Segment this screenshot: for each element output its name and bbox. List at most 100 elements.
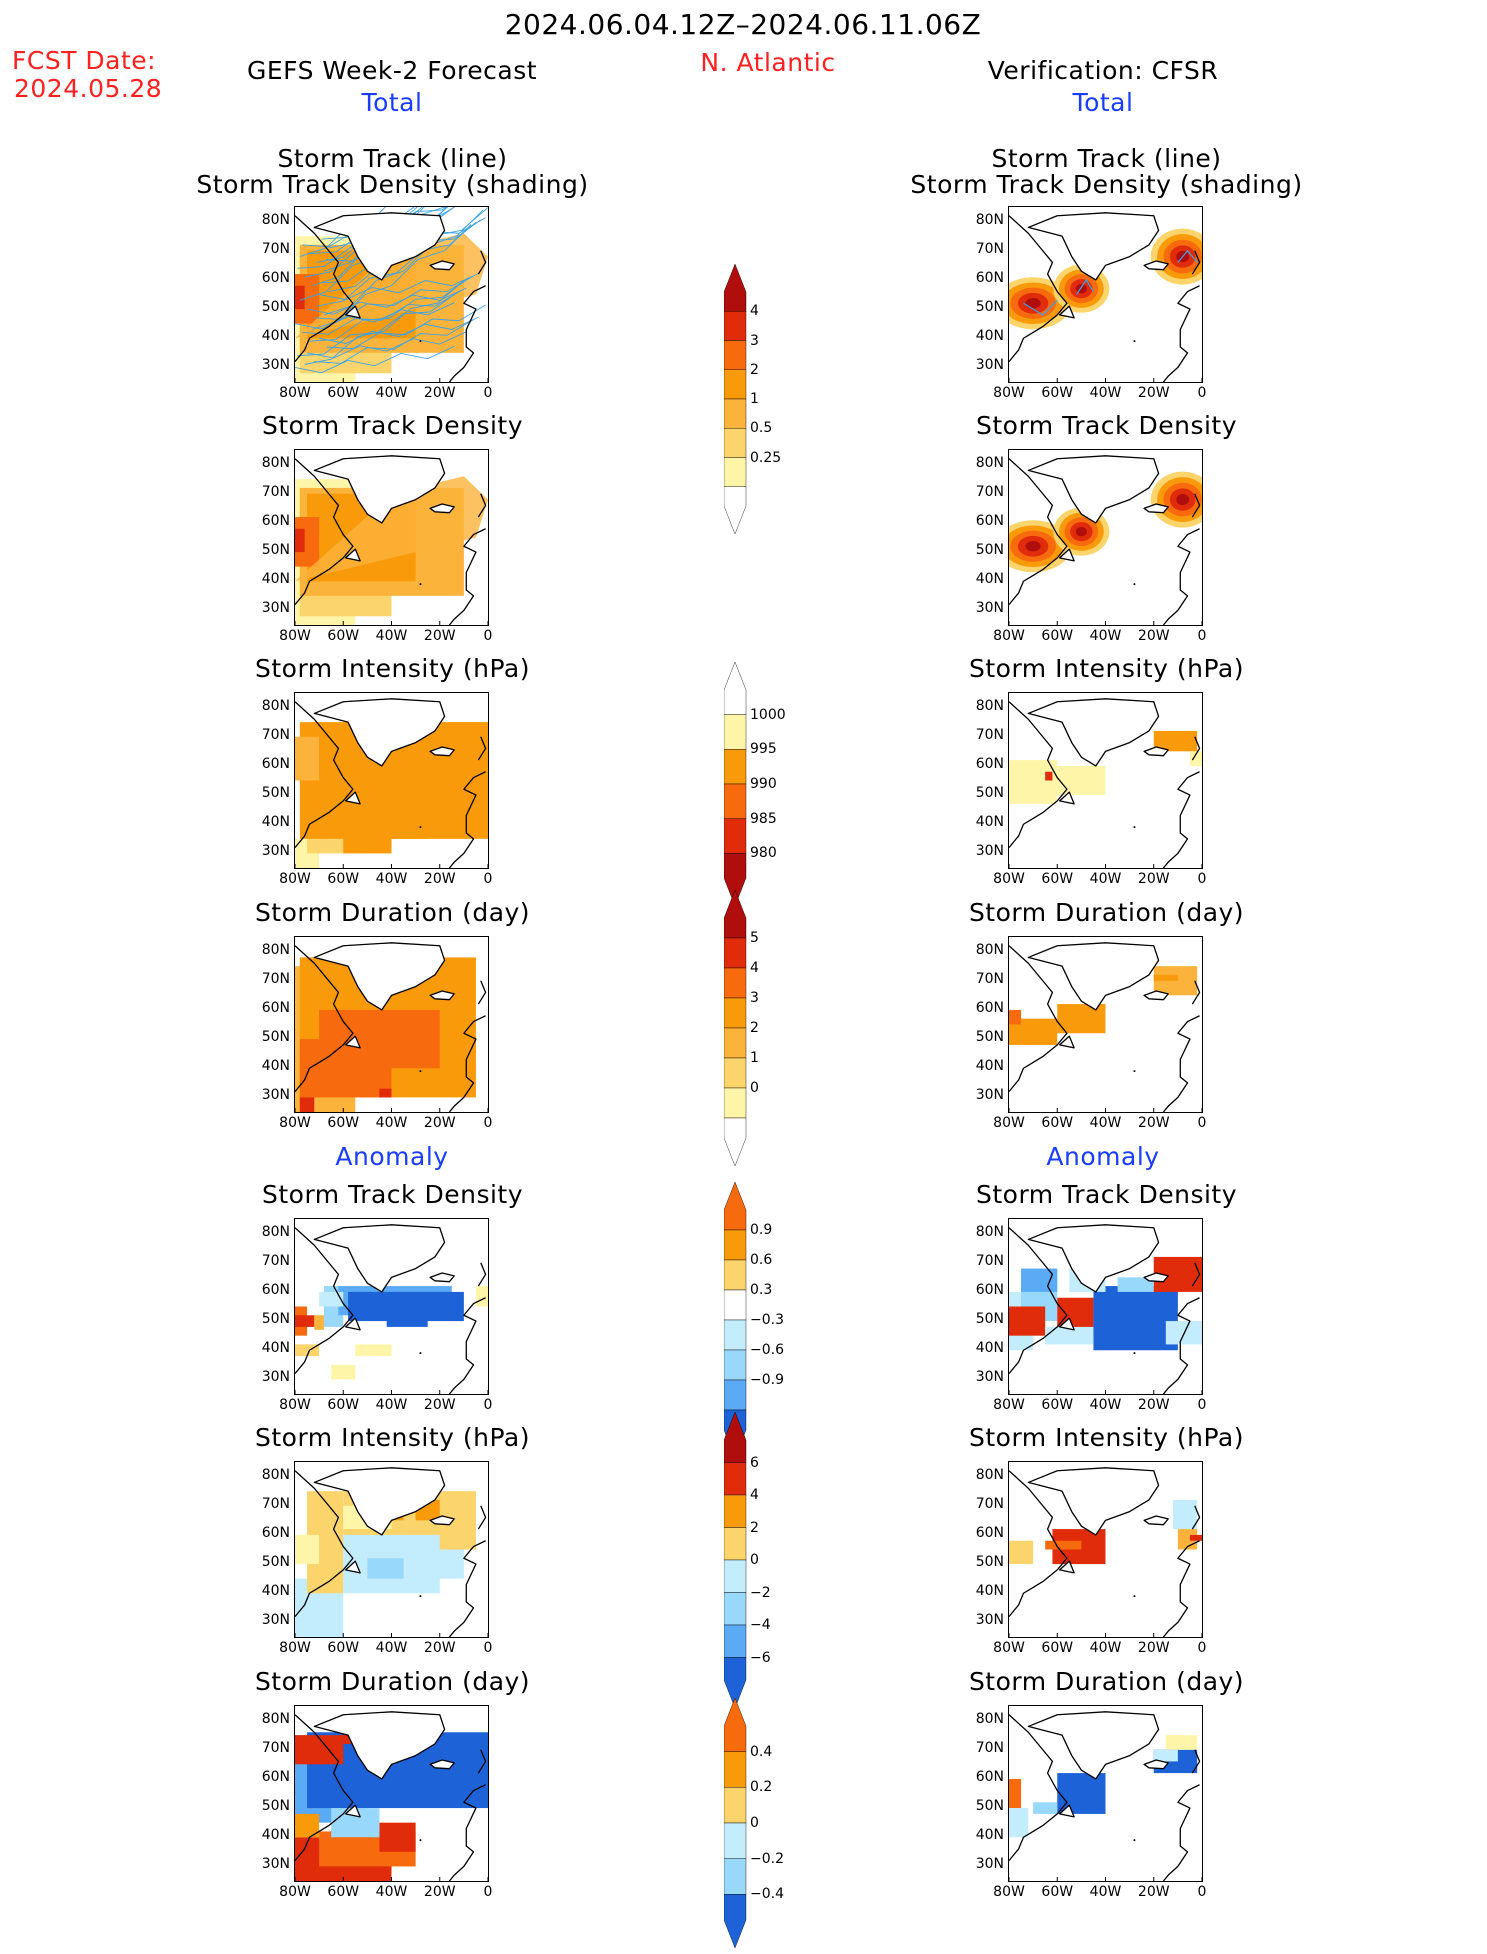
colorbar-label: 0.25: [750, 449, 782, 466]
colorbar-label: 2: [750, 1519, 759, 1536]
panel-title: Storm Duration (day): [254, 898, 531, 927]
colorbar-label: 990: [750, 776, 777, 792]
map-canvas: [295, 455, 488, 625]
map-panel-cfsr-adensity: [1008, 1218, 1203, 1395]
lon-tick-label: 80W: [279, 1115, 311, 1131]
colorbar-label: −0.6: [750, 1342, 784, 1358]
map-canvas: [1009, 455, 1202, 625]
map-panel-gefs-adensity: [294, 1218, 489, 1395]
panel-title: Storm Track Density: [261, 1180, 524, 1209]
lon-tick-label: 0: [483, 628, 493, 644]
lat-tick-label: 80N: [975, 941, 1004, 958]
colorbar-label: −2: [750, 1584, 771, 1601]
map-canvas: [1009, 1467, 1202, 1637]
period-title: 2024.06.04.12Z–2024.06.11.06Z: [504, 8, 982, 41]
lat-tick-label: 80N: [975, 1710, 1004, 1727]
lat-tick-label: 50N: [975, 1554, 1004, 1571]
colorbar-label: 0.3: [750, 1282, 773, 1298]
map-panel-cfsr-intensity: [1008, 692, 1203, 869]
colorbar-label: 4: [750, 303, 759, 320]
colorbar-duration_total: [723, 888, 764, 1172]
lon-tick-label: 20W: [1137, 385, 1170, 401]
lon-tick-label: 60W: [1041, 1397, 1074, 1413]
lon-tick-label: 20W: [423, 1884, 456, 1900]
map-canvas: [295, 1467, 488, 1637]
panel-title: Storm Duration (day): [968, 1667, 1245, 1696]
lat-tick-label: 80N: [261, 1710, 290, 1727]
lon-tick-label: 80W: [993, 385, 1025, 401]
lon-tick-label: 0: [1197, 1397, 1207, 1413]
fcst-date-value: 2024.05.28: [14, 74, 163, 103]
colorbar-label: −0.3: [750, 1312, 784, 1328]
lon-tick-label: 60W: [1041, 1884, 1074, 1900]
map-canvas: [1009, 1711, 1202, 1881]
panel-title: Storm Track Density: [261, 411, 524, 440]
lat-tick-label: 70N: [975, 1252, 1004, 1269]
lon-tick-label: 60W: [1041, 385, 1074, 401]
lon-tick-label: 40W: [1089, 1115, 1122, 1131]
colorbar-label: 1: [750, 391, 759, 407]
lat-tick-label: 50N: [261, 542, 290, 559]
colorbar-label: 3: [750, 990, 759, 1006]
lat-tick-label: 30N: [975, 1612, 1004, 1629]
lat-tick-label: 80N: [975, 697, 1004, 714]
lat-tick-label: 70N: [261, 483, 290, 500]
lon-tick-label: 0: [1197, 1115, 1207, 1131]
colorbar-label: 5: [750, 930, 759, 946]
lon-tick-label: 0: [1197, 1884, 1207, 1900]
map-panel-gefs-density: [294, 449, 489, 626]
lat-tick-label: 40N: [975, 814, 1004, 831]
region-title: N. Atlantic: [700, 48, 836, 77]
lon-tick-label: 40W: [1089, 628, 1122, 644]
lon-tick-label: 40W: [1089, 1640, 1122, 1656]
lon-tick-label: 20W: [1137, 628, 1170, 644]
colorbar-label: 6: [750, 1454, 759, 1471]
map-panel-gefs-intensity: [294, 692, 489, 869]
lon-tick-label: 60W: [1041, 628, 1074, 644]
lon-tick-label: 60W: [327, 1397, 360, 1413]
right-column-title: Verification: CFSR: [987, 56, 1219, 85]
lat-tick-label: 60N: [261, 269, 290, 286]
panel-title: Storm Intensity (hPa): [969, 1423, 1244, 1452]
panel-title: Storm Track (line): [991, 144, 1222, 173]
lon-tick-label: 40W: [1089, 871, 1122, 887]
lon-tick-label: 80W: [993, 1640, 1025, 1656]
colorbar-label: 0.5: [750, 420, 773, 437]
lat-tick-label: 80N: [261, 1223, 290, 1240]
colorbar-label: 980: [750, 845, 777, 862]
lon-tick-label: 80W: [993, 871, 1025, 887]
lon-tick-label: 60W: [1041, 1640, 1074, 1656]
lat-tick-label: 70N: [261, 240, 290, 257]
map-canvas: [1009, 942, 1202, 1112]
lon-tick-label: 0: [483, 871, 493, 887]
lat-tick-label: 70N: [975, 483, 1004, 500]
right-anomaly-label: Anomaly: [1046, 1142, 1160, 1171]
lat-tick-label: 50N: [261, 785, 290, 802]
map-panel-cfsr-aduration: [1008, 1705, 1203, 1882]
lat-tick-label: 60N: [261, 755, 290, 772]
panel-title: Storm Duration (day): [254, 1667, 531, 1696]
map-panel-gefs-track: [294, 206, 489, 383]
lon-tick-label: 80W: [993, 1115, 1025, 1131]
left-anomaly-label: Anomaly: [335, 1142, 449, 1171]
colorbar-label: 0: [750, 1552, 759, 1568]
lat-tick-label: 50N: [261, 1311, 290, 1328]
map-canvas: [1009, 698, 1202, 868]
lat-tick-label: 60N: [975, 755, 1004, 772]
colorbar-label: 4: [750, 1487, 759, 1503]
lat-tick-label: 70N: [975, 1495, 1004, 1512]
lat-tick-label: 60N: [261, 999, 290, 1016]
colorbar-label: 3: [750, 332, 759, 349]
lon-tick-label: 60W: [327, 871, 360, 887]
lon-tick-label: 0: [483, 1397, 493, 1413]
lon-tick-label: 60W: [327, 1115, 360, 1131]
lat-tick-label: 70N: [261, 1495, 290, 1512]
lat-tick-label: 50N: [975, 299, 1004, 316]
lat-tick-label: 70N: [261, 726, 290, 743]
lon-tick-label: 0: [1197, 628, 1207, 644]
lon-tick-label: 80W: [279, 628, 311, 644]
lat-tick-label: 40N: [975, 328, 1004, 345]
lat-tick-label: 50N: [261, 1798, 290, 1815]
lat-tick-label: 60N: [261, 1524, 290, 1541]
lon-tick-label: 60W: [327, 1640, 360, 1656]
